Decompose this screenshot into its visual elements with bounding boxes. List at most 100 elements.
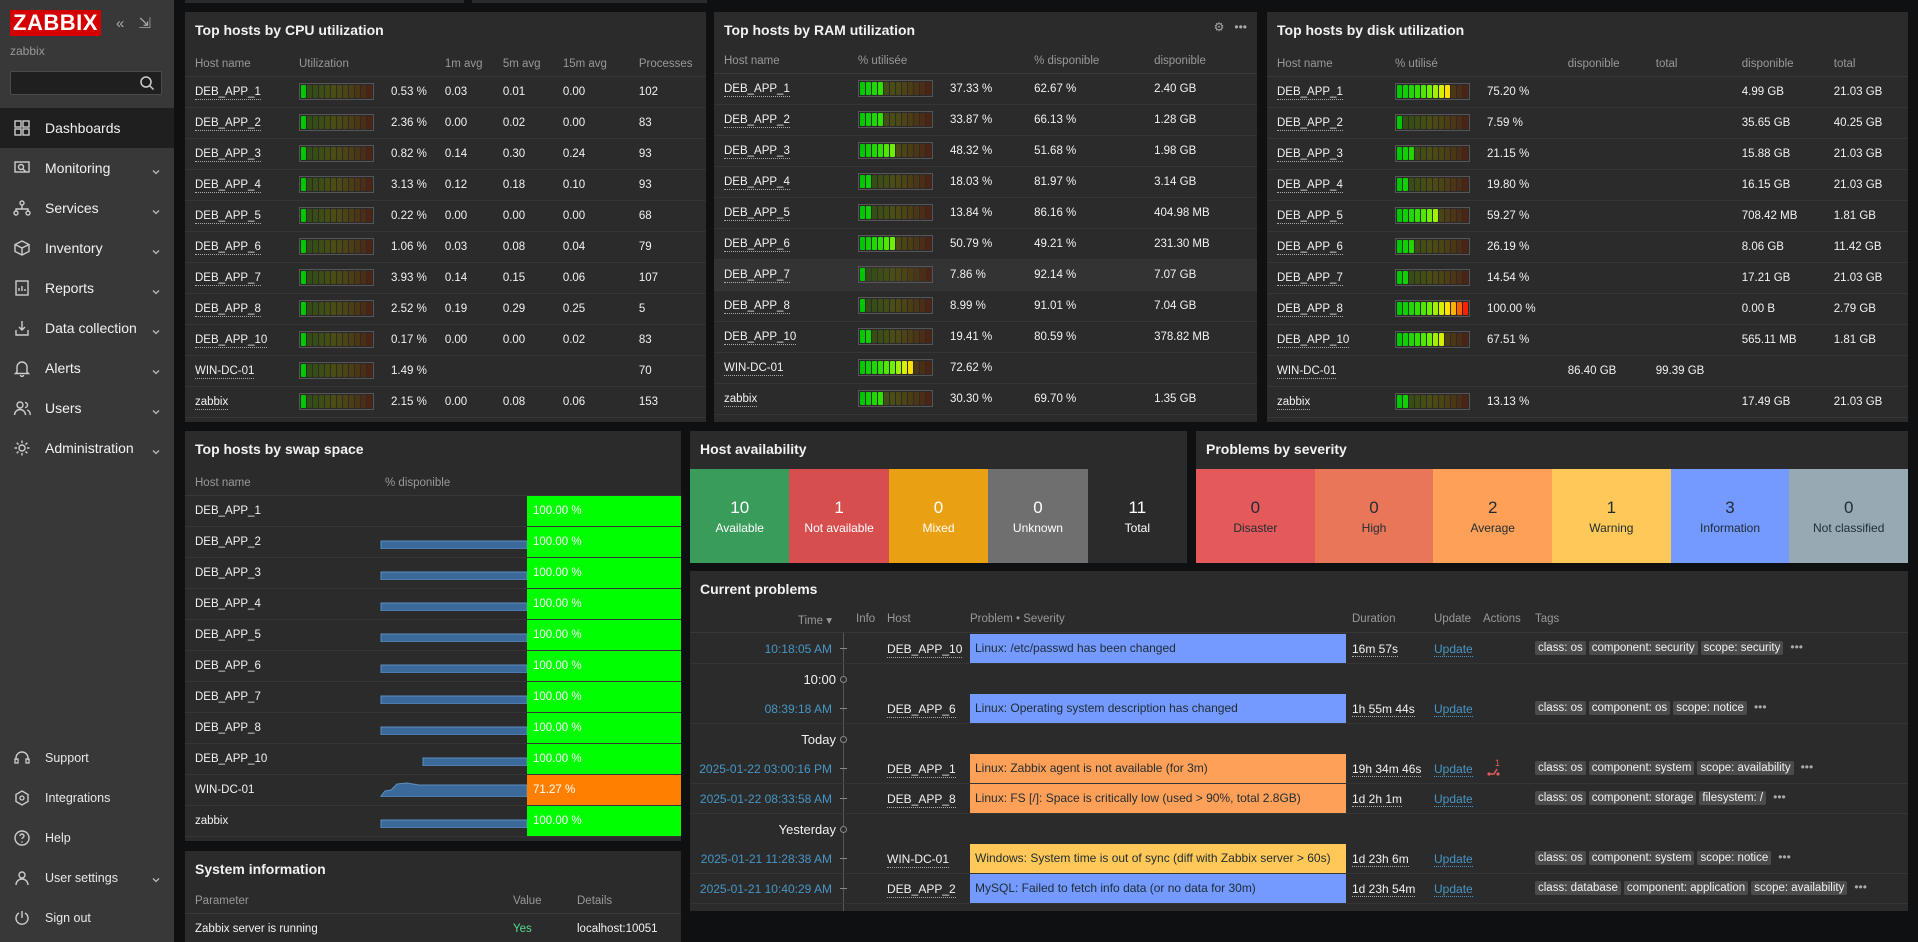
search-icon[interactable] [139,75,155,91]
host-link[interactable]: DEB_APP_1 [1277,85,1343,100]
host-link[interactable]: DEB_APP_4 [1277,178,1343,193]
nav-item-administration[interactable]: Administration [0,428,174,468]
problem-time[interactable]: 2025-01-21 11:28:38 AM [700,852,832,866]
more-options-icon[interactable]: ••• [1234,20,1247,34]
nav-item-sign-out[interactable]: Sign out [0,898,174,938]
severity-box-disaster[interactable]: 0 Disaster [1196,469,1315,563]
column-header[interactable]: Host name [185,471,375,496]
host-link[interactable]: DEB_APP_3 [195,147,261,162]
column-header[interactable]: Info [856,613,876,625]
host-name[interactable]: DEB_APP_3 [195,566,261,579]
problem-time[interactable]: 08:39:18 AM [764,702,832,716]
column-header[interactable]: % disponible [375,471,527,496]
severity-box-high[interactable]: 0 High [1314,469,1434,563]
severity-box-information[interactable]: 3 Information [1670,469,1790,563]
more-tags-icon[interactable]: ••• [1800,760,1814,774]
column-header[interactable]: total [1823,52,1908,77]
availability-box-total[interactable]: 11 Total [1087,469,1187,563]
more-tags-icon[interactable]: ••• [1778,850,1791,864]
host-name[interactable]: DEB_APP_6 [195,659,261,672]
host-link[interactable]: zabbix [195,395,229,410]
column-header[interactable]: Host name [185,52,289,77]
problem-duration[interactable]: 16m 57s [1352,642,1399,657]
severity-box-warning[interactable]: 1 Warning [1552,469,1671,563]
tag[interactable]: filesystem: / [1699,791,1767,805]
problem-host[interactable]: WIN-DC-01 [887,852,949,868]
update-link[interactable]: Update [1434,642,1473,657]
host-link[interactable]: DEB_APP_8 [195,302,261,317]
host-link[interactable]: zabbix [724,392,758,407]
problem-host[interactable]: DEB_APP_6 [887,702,956,718]
problem-duration[interactable]: 1d 23h 54m [1352,882,1416,897]
nav-item-alerts[interactable]: Alerts [0,348,174,388]
tag[interactable]: component: storage [1588,791,1697,805]
column-header[interactable]: 15m avg [552,52,629,77]
column-header[interactable]: total [1645,52,1732,77]
update-link[interactable]: Update [1434,882,1473,897]
availability-box-available[interactable]: 10 Available [690,469,790,563]
problem-duration[interactable]: 19h 34m 46s [1352,762,1422,777]
tag[interactable]: scope: notice [1697,851,1772,865]
host-link[interactable]: DEB_APP_3 [724,144,790,159]
host-name[interactable]: DEB_APP_2 [195,535,261,548]
problem-name[interactable]: Linux: Zabbix agent is not available (fo… [970,754,1346,783]
tag[interactable]: class: os [1535,701,1586,715]
column-header[interactable]: 1m avg [434,52,493,77]
column-header[interactable]: Problem • Severity [970,613,1065,625]
severity-box-average[interactable]: 2 Average [1433,469,1553,563]
nav-item-data-collection[interactable]: Data collection [0,308,174,348]
column-header[interactable]: Host [887,613,911,625]
nav-item-monitoring[interactable]: Monitoring [0,148,174,188]
column-header[interactable]: Time ▾ [797,615,832,627]
column-header[interactable] [389,52,435,77]
tag[interactable]: component: system [1588,851,1695,865]
collapse-sidebar-icon[interactable]: « [116,15,125,32]
column-header[interactable]: % utilisée [848,49,948,74]
tag[interactable]: class: os [1535,641,1586,655]
host-link[interactable]: DEB_APP_4 [724,175,790,190]
host-link[interactable]: DEB_APP_4 [195,178,261,193]
problem-duration[interactable]: 1h 55m 44s [1352,702,1415,717]
nav-item-users[interactable]: Users [0,388,174,428]
tag[interactable]: scope: security [1700,641,1784,655]
problem-name[interactable]: Linux: FS [/]: Space is critically low (… [970,784,1346,813]
tag[interactable]: class: database [1535,881,1621,895]
host-link[interactable]: DEB_APP_7 [724,268,790,283]
column-header[interactable]: disponible [1731,52,1824,77]
problem-host[interactable]: DEB_APP_1 [887,762,956,778]
problem-host[interactable]: DEB_APP_10 [887,642,963,658]
more-tags-icon[interactable]: ••• [1790,640,1803,654]
problem-name[interactable]: Windows: System time is out of sync (dif… [970,844,1346,873]
gear-icon[interactable]: ⚙ [1213,20,1225,34]
column-header[interactable]: disponible [1557,52,1646,77]
tag[interactable]: scope: availability [1751,881,1848,895]
host-link[interactable]: DEB_APP_6 [1277,240,1343,255]
host-name[interactable]: DEB_APP_4 [195,597,261,610]
column-header[interactable]: Actions [1483,613,1521,625]
host-link[interactable]: DEB_APP_7 [1277,271,1343,286]
tag[interactable]: class: os [1535,851,1586,865]
tag[interactable]: class: os [1535,761,1586,775]
more-tags-icon[interactable]: ••• [1854,880,1867,894]
update-link[interactable]: Update [1434,852,1473,867]
availability-box-unknown[interactable]: 0 Unknown [988,469,1088,563]
host-link[interactable]: DEB_APP_1 [195,85,261,100]
update-link[interactable]: Update [1434,792,1473,807]
nav-item-inventory[interactable]: Inventory [0,228,174,268]
column-header[interactable]: disponible [1144,49,1257,74]
column-header[interactable]: Host name [1267,52,1385,77]
more-tags-icon[interactable]: ••• [1753,700,1767,714]
zabbix-logo[interactable]: ZABBIX [10,10,101,36]
nav-item-integrations[interactable]: Integrations [0,778,174,818]
tag[interactable]: component: application [1623,881,1749,895]
tag[interactable]: scope: availability [1697,761,1794,775]
column-header[interactable]: Value [503,889,567,914]
column-header[interactable]: Details [567,889,681,914]
host-link[interactable]: DEB_APP_2 [195,116,261,131]
nav-item-support[interactable]: Support [0,738,174,778]
host-link[interactable]: DEB_APP_3 [1277,147,1343,162]
availability-box-mixed[interactable]: 0 Mixed [888,469,989,563]
host-link[interactable]: DEB_APP_5 [724,206,790,221]
problem-duration[interactable]: 1d 23h 6m [1352,852,1409,867]
tag[interactable]: component: security [1588,641,1698,655]
